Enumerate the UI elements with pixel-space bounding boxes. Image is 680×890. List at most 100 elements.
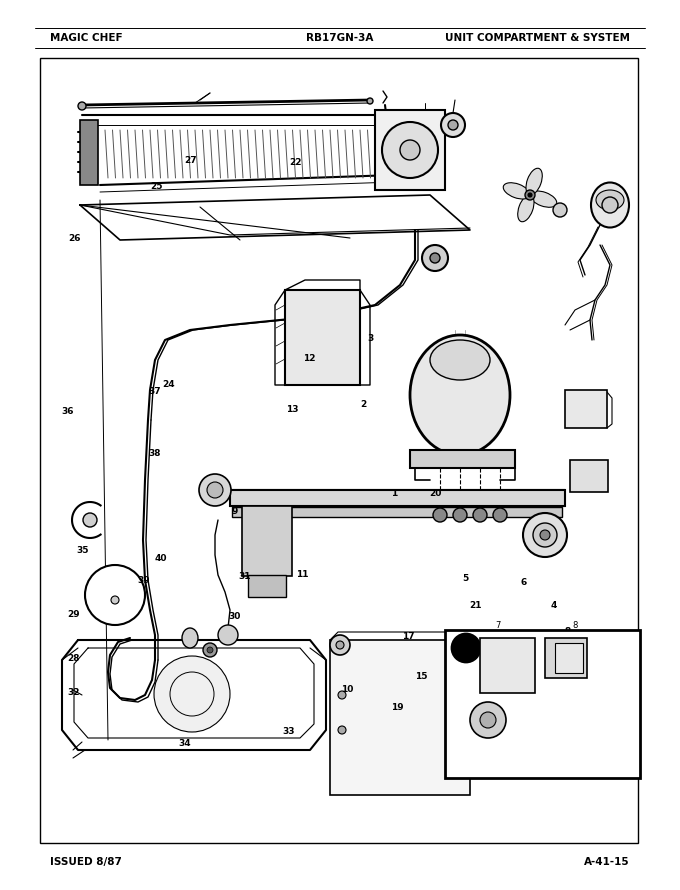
Text: 13: 13 — [286, 405, 299, 414]
Text: 38: 38 — [149, 449, 161, 458]
Ellipse shape — [591, 182, 629, 228]
Circle shape — [338, 691, 346, 699]
Text: 4: 4 — [551, 601, 558, 610]
Circle shape — [154, 656, 230, 732]
Circle shape — [203, 643, 217, 657]
Text: 37: 37 — [149, 387, 161, 396]
Ellipse shape — [430, 340, 490, 380]
Circle shape — [78, 102, 86, 110]
Circle shape — [218, 625, 238, 645]
Text: 35: 35 — [77, 546, 89, 554]
Text: 5: 5 — [462, 574, 469, 583]
Circle shape — [367, 98, 373, 104]
Circle shape — [430, 253, 440, 263]
Bar — [232, 507, 562, 517]
Text: 16: 16 — [449, 685, 462, 694]
Text: 6: 6 — [520, 578, 527, 587]
Text: 7: 7 — [503, 636, 510, 645]
Text: 36: 36 — [62, 407, 74, 416]
Text: 15: 15 — [415, 672, 428, 681]
Circle shape — [199, 474, 231, 506]
Bar — [480, 638, 535, 693]
Text: 11: 11 — [296, 570, 309, 578]
Text: 17: 17 — [402, 632, 414, 641]
Bar — [375, 110, 445, 190]
Bar — [445, 630, 640, 778]
Text: 26: 26 — [69, 234, 81, 243]
Text: ISSUED 8/87: ISSUED 8/87 — [50, 857, 122, 867]
Text: A-41-15: A-41-15 — [584, 857, 630, 867]
Text: 2: 2 — [360, 400, 367, 409]
Text: 18: 18 — [477, 654, 489, 663]
Text: 1: 1 — [462, 643, 470, 653]
Bar — [40, 58, 638, 843]
Circle shape — [433, 508, 447, 522]
Text: 8: 8 — [564, 627, 571, 636]
Circle shape — [382, 122, 438, 178]
Text: 40: 40 — [155, 554, 167, 563]
Bar — [545, 638, 587, 678]
Text: 23: 23 — [473, 458, 486, 467]
Text: 28: 28 — [67, 654, 80, 663]
Text: 21: 21 — [470, 601, 482, 610]
Circle shape — [523, 513, 567, 557]
Text: 6: 6 — [552, 735, 558, 745]
Text: 24: 24 — [163, 380, 175, 389]
Circle shape — [422, 245, 448, 271]
Circle shape — [533, 523, 557, 547]
Text: 10: 10 — [341, 685, 353, 694]
Text: 29: 29 — [67, 610, 80, 619]
Bar — [570, 460, 608, 492]
Ellipse shape — [182, 628, 198, 648]
Text: 14: 14 — [517, 712, 530, 721]
Text: UNIT COMPARTMENT & SYSTEM: UNIT COMPARTMENT & SYSTEM — [445, 33, 630, 43]
Text: 32: 32 — [67, 688, 80, 697]
Text: 1: 1 — [391, 490, 398, 498]
Bar — [242, 506, 292, 576]
Circle shape — [338, 726, 346, 734]
Bar — [330, 640, 470, 795]
Circle shape — [330, 635, 350, 655]
Circle shape — [452, 634, 480, 662]
Circle shape — [553, 203, 567, 217]
Circle shape — [470, 702, 506, 738]
Circle shape — [540, 530, 550, 540]
Text: MAGIC CHEF: MAGIC CHEF — [50, 33, 122, 43]
Circle shape — [336, 641, 344, 649]
Ellipse shape — [596, 190, 624, 210]
Circle shape — [207, 647, 213, 653]
Text: 34: 34 — [179, 739, 191, 748]
Text: 4: 4 — [605, 714, 610, 723]
Text: 19: 19 — [392, 703, 404, 712]
Ellipse shape — [503, 182, 530, 199]
Text: 27: 27 — [184, 156, 197, 165]
Circle shape — [458, 716, 466, 724]
Bar — [410, 450, 515, 468]
Text: 3: 3 — [367, 334, 374, 343]
Ellipse shape — [410, 335, 510, 455]
Text: 8: 8 — [573, 620, 578, 629]
Text: RB17GN-3A: RB17GN-3A — [306, 33, 374, 43]
Text: 12: 12 — [303, 354, 316, 363]
Ellipse shape — [517, 195, 534, 222]
Circle shape — [83, 513, 97, 527]
Text: 5: 5 — [488, 754, 492, 763]
Bar — [285, 290, 360, 385]
Text: 9: 9 — [231, 507, 238, 516]
Ellipse shape — [526, 168, 542, 195]
Circle shape — [480, 712, 496, 728]
Circle shape — [493, 508, 507, 522]
Text: 22: 22 — [290, 158, 302, 167]
Bar — [555, 643, 583, 673]
Text: 39: 39 — [138, 576, 150, 585]
Circle shape — [400, 140, 420, 160]
Bar — [565, 390, 607, 428]
Circle shape — [448, 120, 458, 130]
Text: 30: 30 — [228, 612, 241, 621]
Circle shape — [473, 508, 487, 522]
Ellipse shape — [530, 191, 557, 207]
Text: 33: 33 — [283, 727, 295, 736]
Text: 31: 31 — [239, 572, 251, 581]
Circle shape — [453, 508, 467, 522]
Text: 25: 25 — [150, 182, 163, 191]
